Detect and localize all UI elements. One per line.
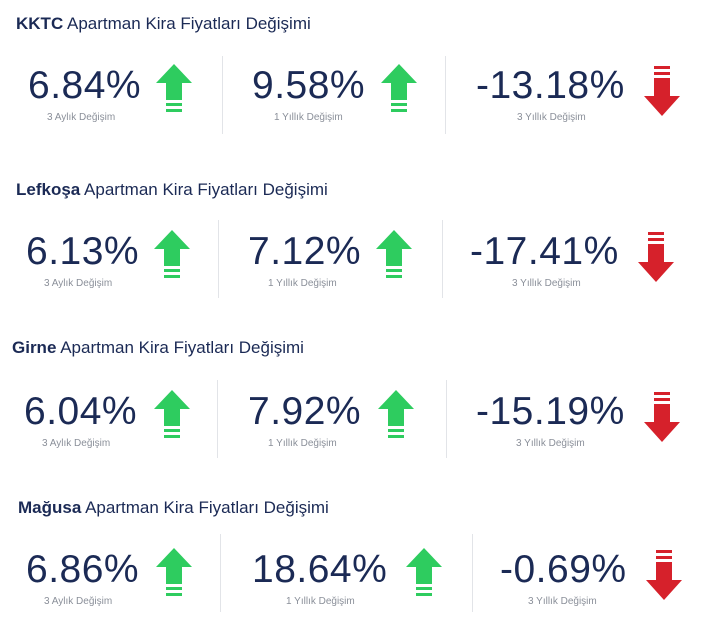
stat-1-year: 9.58% 1 Yıllık Değişim [225, 64, 445, 154]
stat-value: -0.69% [500, 548, 627, 591]
section-title: Mağusa Apartman Kira Fiyatları Değişimi [18, 498, 329, 518]
stat-label: 3 Aylık Değişim [47, 112, 116, 123]
stat-3-month: 6.86% 3 Aylık Değişim [0, 548, 220, 638]
arrow-up-icon [154, 390, 190, 438]
stat-3-year: -17.41% 3 Yıllık Değişim [444, 230, 694, 320]
arrow-down-icon [644, 392, 680, 442]
stat-3-month: 6.13% 3 Aylık Değişim [0, 230, 218, 320]
region-name: Lefkoşa [16, 180, 81, 199]
stat-value: -15.19% [476, 390, 625, 433]
arrow-up-icon [154, 230, 190, 278]
stat-value: 6.86% [26, 548, 140, 591]
stat-label: 3 Aylık Değişim [42, 438, 111, 449]
stat-label: 3 Aylık Değişim [44, 596, 113, 607]
section-title: KKTC Apartman Kira Fiyatları Değişimi [16, 14, 311, 34]
stat-label: 3 Yıllık Değişim [517, 112, 586, 123]
arrow-up-icon [156, 64, 192, 112]
arrow-down-icon [646, 550, 682, 600]
region-name: KKTC [16, 14, 64, 33]
stat-label: 1 Yıllık Değişim [286, 596, 355, 607]
stat-3-year: -15.19% 3 Yıllık Değişim [448, 390, 698, 480]
stat-label: 1 Yıllık Değişim [268, 438, 337, 449]
stat-3-month: 6.84% 3 Aylık Değişim [0, 64, 225, 154]
divider [445, 56, 446, 134]
stat-value: -13.18% [476, 64, 625, 107]
title-rest: Apartman Kira Fiyatları Değişimi [84, 180, 328, 199]
stat-1-year: 7.12% 1 Yıllık Değişim [222, 230, 442, 320]
divider [472, 534, 473, 612]
region-name: Girne [12, 338, 57, 357]
section-title: Lefkoşa Apartman Kira Fiyatları Değişimi [16, 180, 328, 200]
stat-3-month: 6.04% 3 Aylık Değişim [0, 390, 218, 480]
arrow-up-icon [378, 390, 414, 438]
stat-1-year: 18.64% 1 Yıllık Değişim [224, 548, 470, 638]
divider [442, 220, 443, 298]
stat-label: 3 Yıllık Değişim [512, 278, 581, 289]
stat-value: 6.13% [26, 230, 140, 273]
divider [446, 380, 447, 458]
arrow-down-icon [638, 232, 674, 282]
divider [217, 380, 218, 458]
section-title: Girne Apartman Kira Fiyatları Değişimi [12, 338, 304, 358]
arrow-up-icon [156, 548, 192, 596]
stat-value: 6.04% [24, 390, 138, 433]
title-rest: Apartman Kira Fiyatları Değişimi [85, 498, 329, 517]
stat-value: 7.92% [248, 390, 362, 433]
stat-label: 1 Yıllık Değişim [274, 112, 343, 123]
stat-label: 3 Yıllık Değişim [528, 596, 597, 607]
title-rest: Apartman Kira Fiyatları Değişimi [60, 338, 304, 357]
stat-value: 6.84% [28, 64, 142, 107]
stat-label: 3 Aylık Değişim [44, 278, 113, 289]
stat-3-year: -0.69% 3 Yıllık Değişim [474, 548, 704, 638]
arrow-down-icon [644, 66, 680, 116]
stat-3-year: -13.18% 3 Yıllık Değişim [448, 64, 698, 154]
stat-value: 9.58% [252, 64, 366, 107]
stat-value: -17.41% [470, 230, 619, 273]
divider [222, 56, 223, 134]
arrow-up-icon [376, 230, 412, 278]
divider [220, 534, 221, 612]
arrow-up-icon [406, 548, 442, 596]
stat-value: 7.12% [248, 230, 362, 273]
region-name: Mağusa [18, 498, 82, 517]
divider [218, 220, 219, 298]
stat-label: 3 Yıllık Değişim [516, 438, 585, 449]
stat-label: 1 Yıllık Değişim [268, 278, 337, 289]
arrow-up-icon [381, 64, 417, 112]
stat-value: 18.64% [252, 548, 388, 591]
stat-1-year: 7.92% 1 Yıllık Değişim [222, 390, 442, 480]
title-rest: Apartman Kira Fiyatları Değişimi [67, 14, 311, 33]
